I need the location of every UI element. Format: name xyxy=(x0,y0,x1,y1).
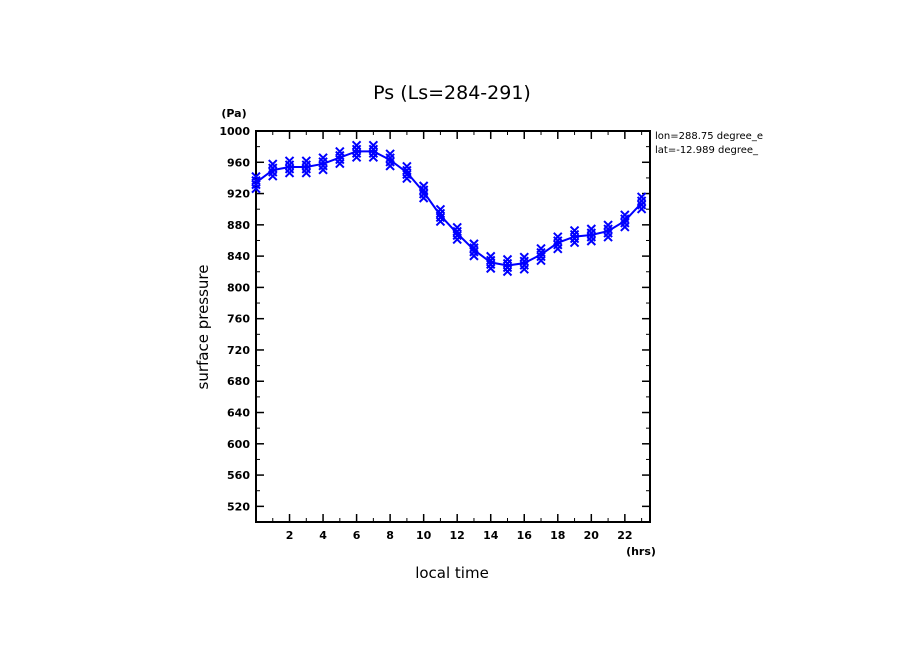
data-point xyxy=(553,232,563,254)
x-tick-label: 22 xyxy=(617,529,632,542)
data-point xyxy=(351,140,362,163)
y-tick-label: 680 xyxy=(227,375,250,388)
data-point xyxy=(385,149,395,171)
y-tick-label: 840 xyxy=(227,250,250,263)
data-point xyxy=(301,156,312,178)
annotation-lat: lat=-12.989 degree_ xyxy=(655,145,759,156)
data-point xyxy=(519,252,529,274)
data-point xyxy=(284,156,295,178)
x-tick-label: 18 xyxy=(550,529,565,542)
y-tick-label: 1000 xyxy=(219,125,250,138)
data-point xyxy=(603,220,613,242)
data-point xyxy=(469,239,479,261)
data-point xyxy=(486,251,496,274)
x-tick-label: 2 xyxy=(286,529,294,542)
data-point xyxy=(368,140,379,163)
x-axis-label: local time xyxy=(415,564,489,582)
data-point xyxy=(620,210,630,232)
x-tick-label: 4 xyxy=(319,529,327,542)
data-point xyxy=(586,224,597,246)
annotation-lon: lon=288.75 degree_e xyxy=(655,131,763,142)
y-tick-label: 760 xyxy=(227,313,250,326)
y-tick-label: 600 xyxy=(227,438,250,451)
data-point xyxy=(251,171,261,194)
x-tick-label: 6 xyxy=(353,529,361,542)
y-tick-label: 800 xyxy=(227,281,250,294)
data-point xyxy=(318,153,328,175)
data-point xyxy=(335,146,345,169)
y-tick-label: 920 xyxy=(227,188,250,201)
x-unit-label: (hrs) xyxy=(626,545,656,558)
data-point xyxy=(636,192,647,214)
y-tick-label: 560 xyxy=(227,469,250,482)
data-point xyxy=(536,243,546,266)
x-tick-label: 16 xyxy=(517,529,533,542)
x-tick-label: 20 xyxy=(584,529,600,542)
data-point xyxy=(402,161,412,184)
x-tick-label: 12 xyxy=(450,529,465,542)
chart-title: Ps (Ls=284-291) xyxy=(373,82,531,104)
data-point xyxy=(268,159,278,181)
series-group xyxy=(251,140,647,277)
series-line xyxy=(255,150,643,267)
y-tick-label: 720 xyxy=(227,344,250,357)
data-point xyxy=(418,181,429,203)
y-tick-label: 520 xyxy=(227,500,250,513)
data-point xyxy=(502,254,513,277)
y-unit-label: (Pa) xyxy=(221,107,246,120)
data-point xyxy=(452,222,462,245)
axis-ticks: 520 560 600 640 680 720 760 800 840 880 920 960 1000… xyxy=(219,125,650,542)
y-tick-label: 880 xyxy=(227,219,250,232)
plot-frame xyxy=(255,130,651,523)
data-point xyxy=(569,225,580,248)
x-tick-label: 8 xyxy=(386,529,394,542)
y-tick-label: 960 xyxy=(227,156,250,169)
y-tick-label: 640 xyxy=(227,407,250,420)
data-point xyxy=(435,204,446,227)
x-tick-label: 10 xyxy=(416,529,432,542)
y-axis-label: surface pressure xyxy=(194,265,212,390)
x-tick-label: 14 xyxy=(483,529,499,542)
